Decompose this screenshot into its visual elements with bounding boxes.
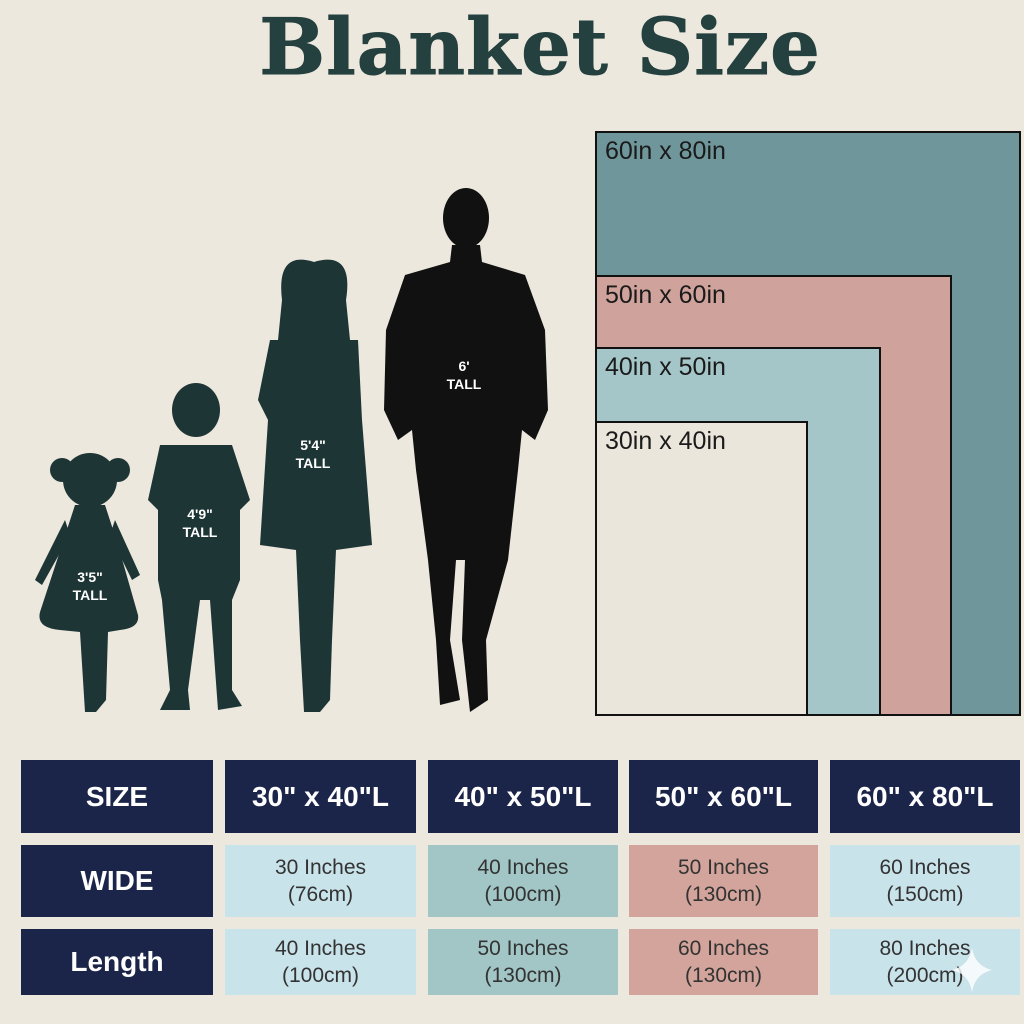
height-suffix: TALL	[295, 455, 331, 471]
length-cell: 60 Inches (130cm)	[629, 929, 818, 995]
row-header-wide: WIDE	[21, 845, 213, 917]
size-header: 60" x 80"L	[830, 760, 1020, 833]
girl-silhouette	[35, 453, 140, 712]
cm: (100cm)	[281, 964, 360, 987]
inches: 80 Inches	[879, 937, 971, 960]
figure-label-girl: 3'5" TALL	[60, 568, 120, 604]
man-silhouette	[384, 188, 548, 712]
cm: (130cm)	[684, 883, 763, 906]
wide-cell: 60 Inches (150cm)	[830, 845, 1020, 917]
inches: 30 Inches	[274, 856, 367, 879]
height-suffix: TALL	[446, 376, 482, 392]
length-cell: 80 Inches (200cm)	[830, 929, 1020, 995]
size-header: 30" x 40"L	[225, 760, 416, 833]
length-cell: 50 Inches (130cm)	[428, 929, 618, 995]
height-value: 3'5"	[77, 569, 103, 585]
cm: (100cm)	[484, 883, 562, 906]
height-value: 6'	[458, 358, 470, 374]
wide-cell: 40 Inches (100cm)	[428, 845, 618, 917]
figure-label-man: 6' TALL	[434, 357, 494, 393]
blanket-30x40: 30in x 40in	[595, 421, 808, 716]
row-header-size: SIZE	[21, 760, 213, 833]
cm: (130cm)	[484, 964, 562, 987]
row-header-length: Length	[21, 929, 213, 995]
boy-silhouette	[148, 383, 250, 710]
figure-label-boy: 4'9" TALL	[170, 505, 230, 541]
height-suffix: TALL	[72, 587, 108, 603]
cm: (76cm)	[287, 883, 354, 906]
wide-cell: 30 Inches (76cm)	[225, 845, 416, 917]
inches: 50 Inches	[477, 937, 569, 960]
height-value: 4'9"	[187, 506, 213, 522]
page-title: Blanket Size	[259, 2, 821, 94]
size-header: 40" x 50"L	[428, 760, 618, 833]
inches: 60 Inches	[677, 937, 770, 960]
inches: 50 Inches	[677, 856, 770, 879]
blanket-label: 50in x 60in	[605, 281, 726, 309]
height-suffix: TALL	[182, 524, 218, 540]
cm: (130cm)	[684, 964, 763, 987]
silhouettes	[35, 188, 548, 712]
length-cell: 40 Inches (100cm)	[225, 929, 416, 995]
sparkle-icon	[952, 948, 992, 992]
height-value: 5'4"	[300, 437, 326, 453]
blanket-label: 60in x 80in	[605, 137, 726, 165]
blanket-label: 30in x 40in	[605, 427, 726, 455]
inches: 60 Inches	[879, 856, 971, 879]
figure-label-woman: 5'4" TALL	[283, 436, 343, 472]
blanket-label: 40in x 50in	[605, 353, 726, 381]
inches: 40 Inches	[274, 937, 367, 960]
wide-cell: 50 Inches (130cm)	[629, 845, 818, 917]
cm: (200cm)	[886, 964, 964, 987]
cm: (150cm)	[886, 883, 964, 906]
inches: 40 Inches	[477, 856, 569, 879]
woman-silhouette	[258, 259, 372, 712]
size-header: 50" x 60"L	[629, 760, 818, 833]
